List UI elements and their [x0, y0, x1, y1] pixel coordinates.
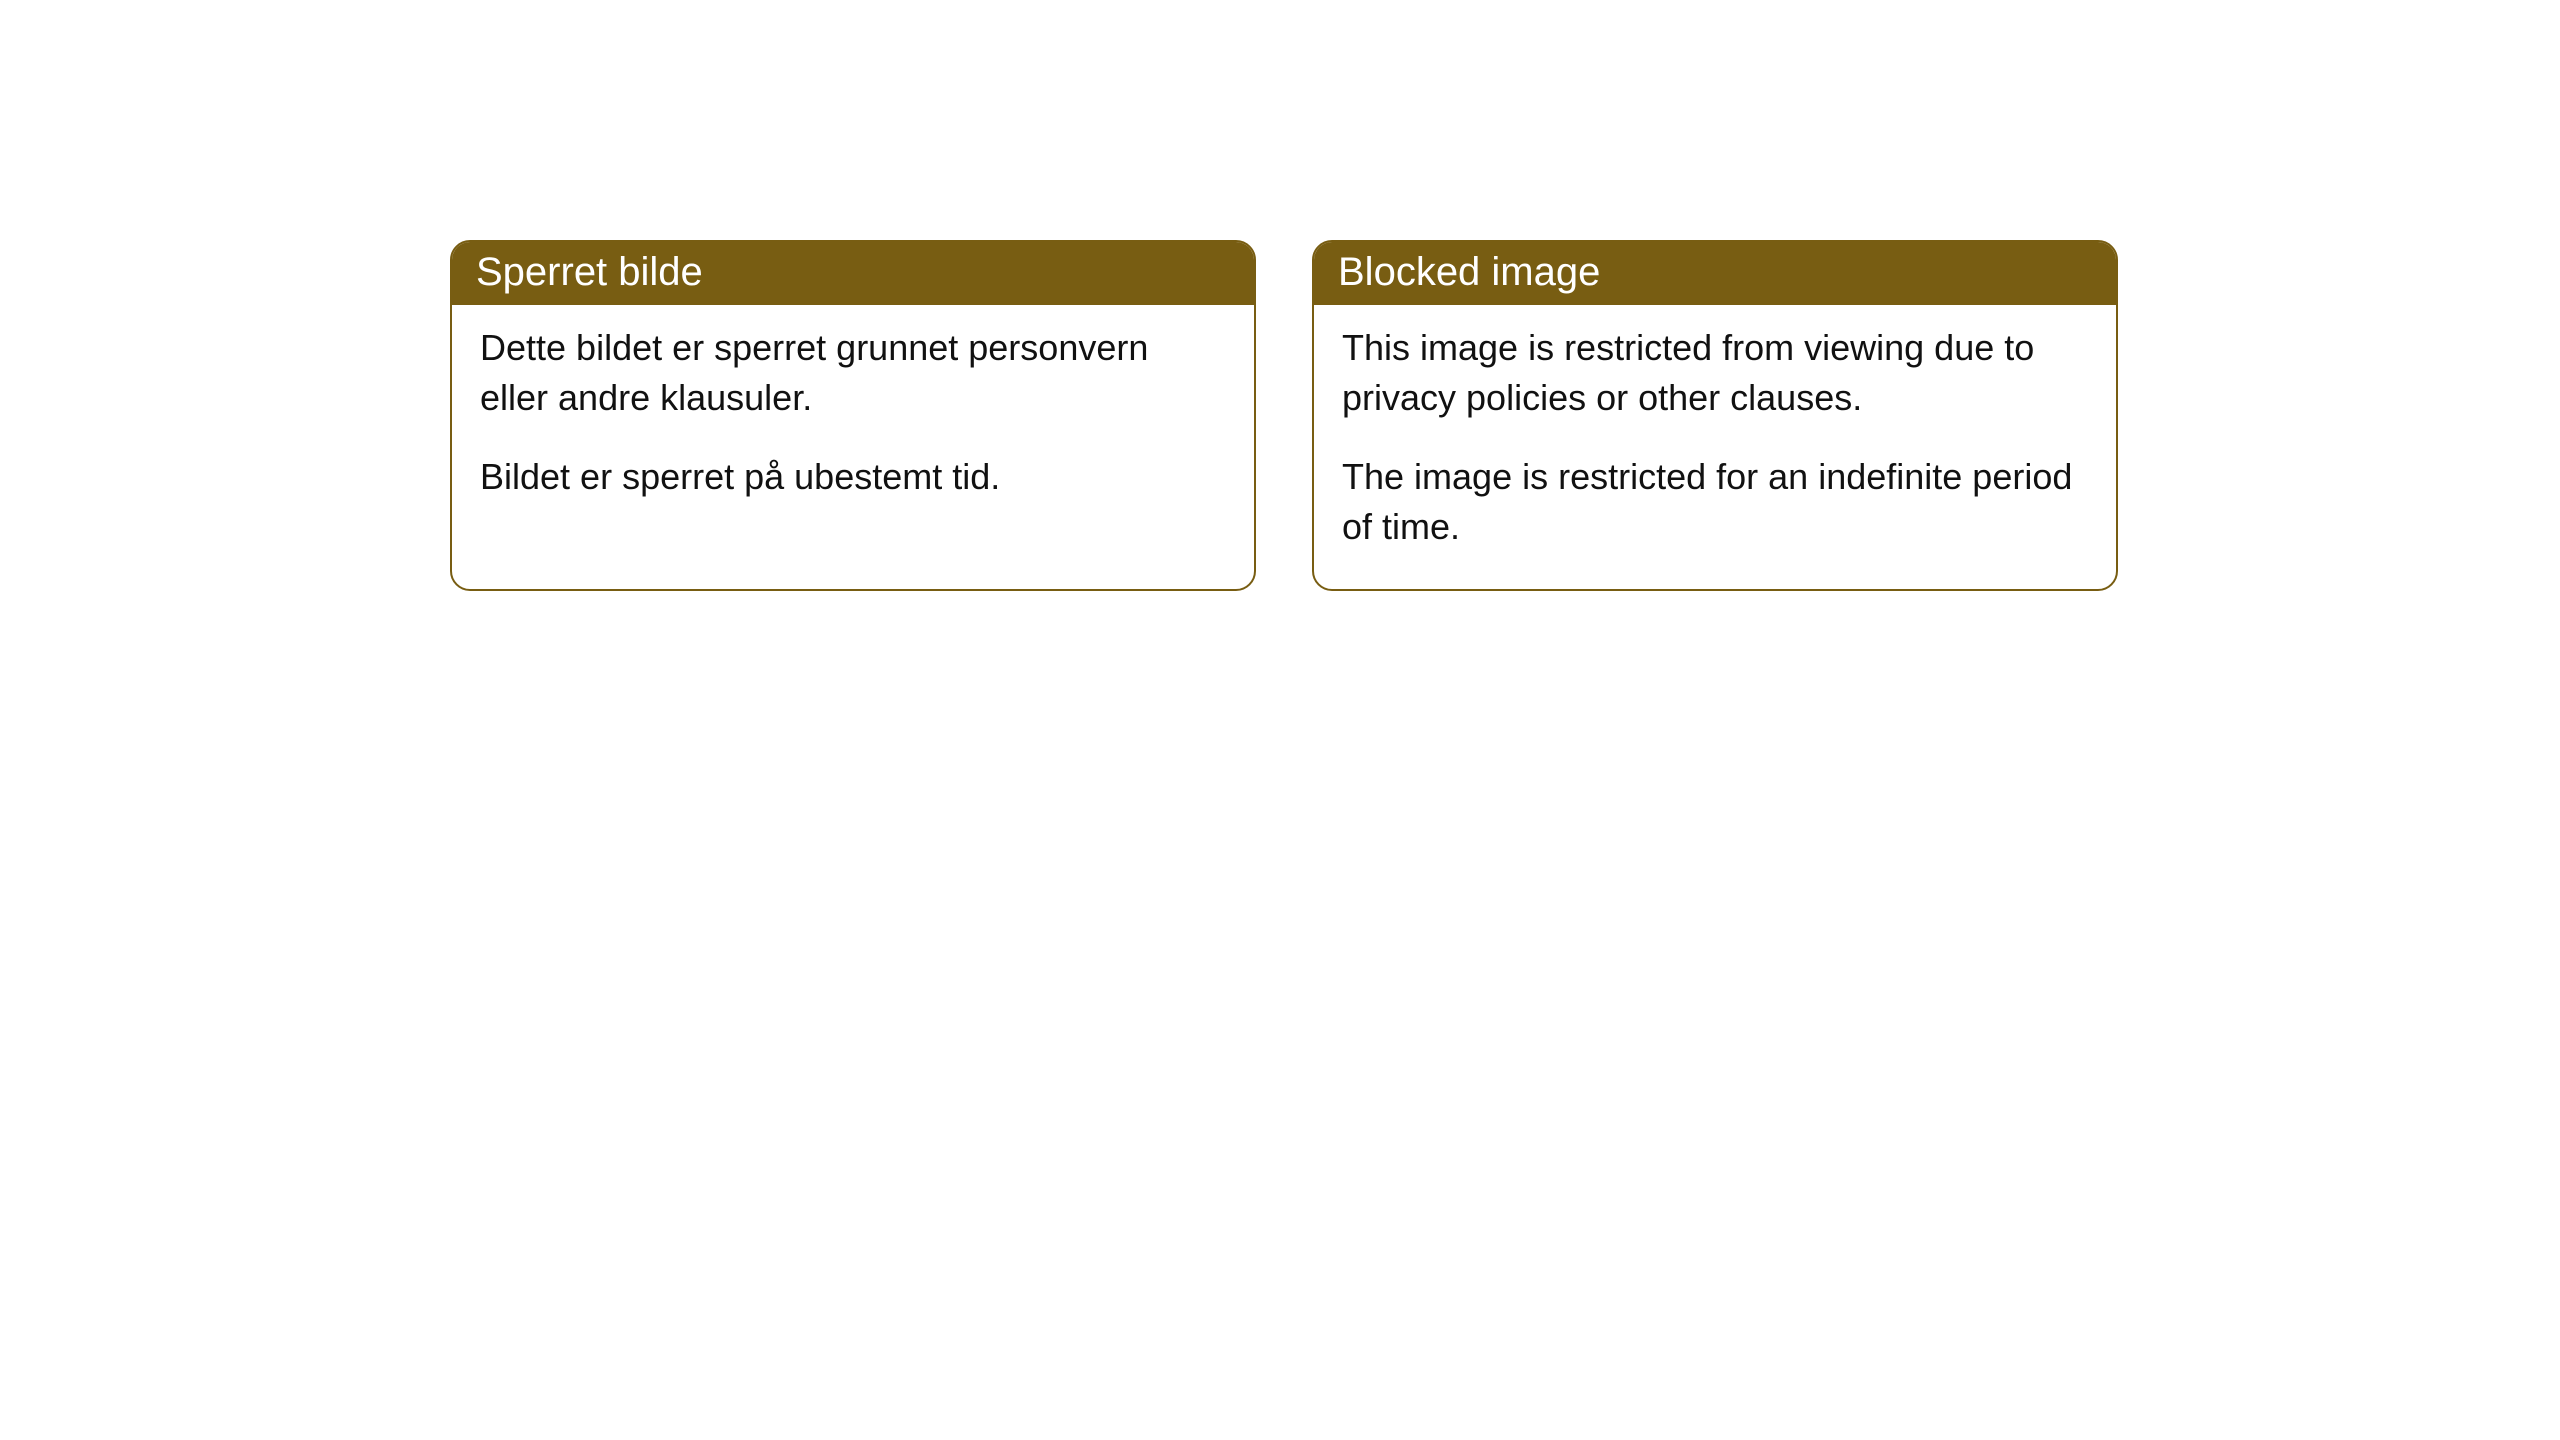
- blocked-image-card-en: Blocked image This image is restricted f…: [1312, 240, 2118, 591]
- card-paragraph-en-2: The image is restricted for an indefinit…: [1342, 452, 2088, 553]
- card-header-en: Blocked image: [1314, 242, 2116, 305]
- card-paragraph-no-1: Dette bildet er sperret grunnet personve…: [480, 323, 1226, 424]
- card-body-no: Dette bildet er sperret grunnet personve…: [452, 305, 1254, 538]
- card-paragraph-no-2: Bildet er sperret på ubestemt tid.: [480, 452, 1226, 502]
- card-header-no: Sperret bilde: [452, 242, 1254, 305]
- card-paragraph-en-1: This image is restricted from viewing du…: [1342, 323, 2088, 424]
- blocked-image-notice-container: Sperret bilde Dette bildet er sperret gr…: [450, 240, 2118, 591]
- card-body-en: This image is restricted from viewing du…: [1314, 305, 2116, 589]
- blocked-image-card-no: Sperret bilde Dette bildet er sperret gr…: [450, 240, 1256, 591]
